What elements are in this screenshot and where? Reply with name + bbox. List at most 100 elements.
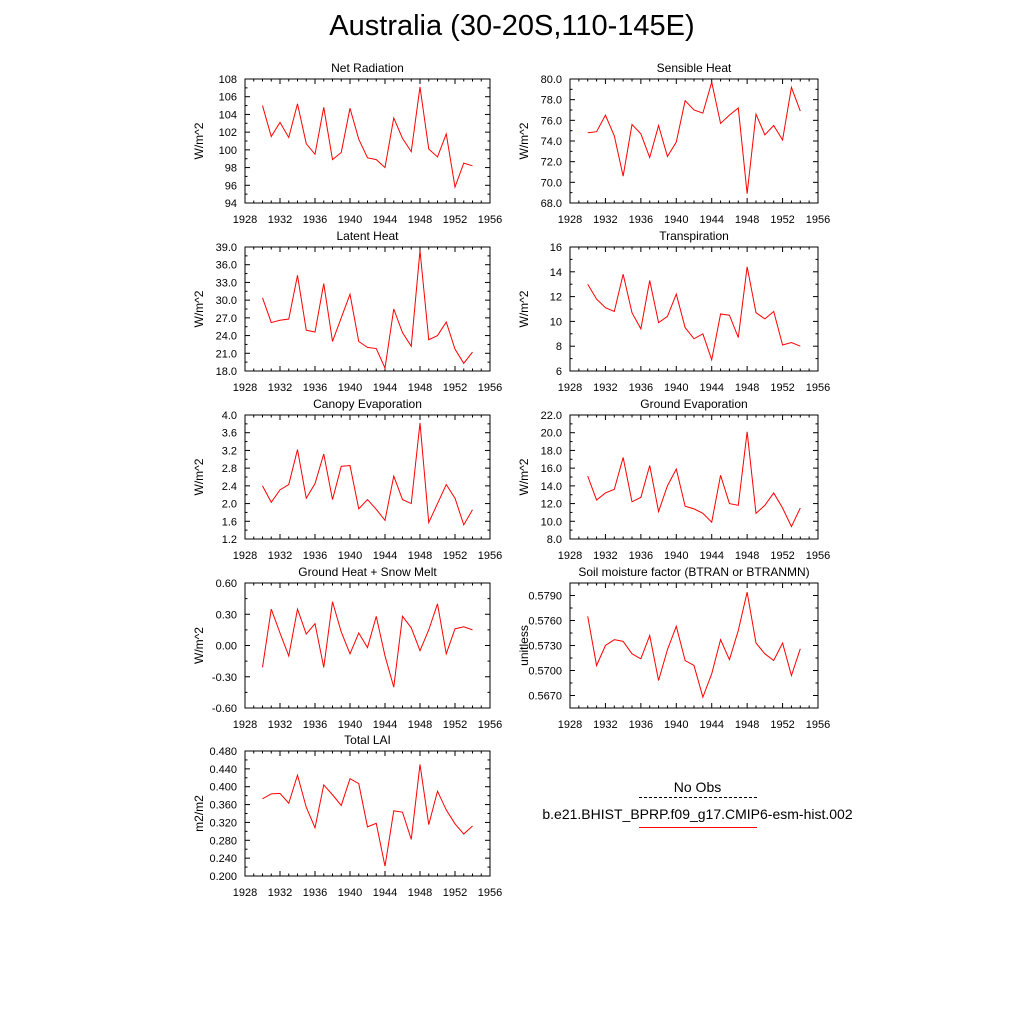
x-tick-label: 1932 — [268, 214, 292, 226]
x-tick-label: 1952 — [770, 382, 794, 394]
x-tick-label: 1944 — [699, 719, 723, 731]
y-tick-label: 78.0 — [541, 95, 562, 107]
x-tick-label: 1940 — [664, 382, 688, 394]
y-tick-label: 98 — [225, 163, 237, 175]
y-axis-label: W/m^2 — [517, 122, 531, 159]
legend-obs-label: No Obs — [673, 779, 722, 795]
y-tick-label: 0.240 — [209, 853, 237, 865]
y-tick-label: 3.6 — [222, 428, 237, 440]
chart-panel-3: Latent Heat W/m^2 1928 1932 1936 1940 1944 1948… — [192, 229, 502, 394]
y-axis-label: W/m^2 — [192, 458, 206, 495]
x-tick-label: 1936 — [303, 719, 327, 731]
x-tick-label: 1952 — [770, 719, 794, 731]
y-tick-label: 2.8 — [222, 463, 237, 475]
y-tick-label: 16.0 — [541, 463, 562, 475]
series-line-model — [587, 431, 801, 528]
chart-panel-1: Net Radiation W/m^2 1928 1932 1936 1940 1944 19… — [192, 61, 502, 226]
y-axis-label: unitless — [517, 625, 531, 666]
x-tick-label: 1944 — [699, 382, 723, 394]
y-tick-label: 10.0 — [541, 516, 562, 528]
chart-title: Ground Evaporation — [640, 397, 747, 411]
x-tick-label: 1944 — [373, 550, 397, 562]
y-tick-label: 104 — [219, 109, 237, 121]
y-tick-label: 0.5700 — [528, 666, 562, 678]
x-tick-label: 1932 — [593, 214, 617, 226]
x-tick-label: 1940 — [338, 719, 362, 731]
x-tick-label: 1936 — [629, 550, 653, 562]
y-axis-label: W/m^2 — [192, 122, 206, 159]
x-tick-label: 1932 — [268, 382, 292, 394]
chart-panel-9: Total LAI m2/m2 1928 1932 1936 1940 1944 1948 19… — [192, 733, 502, 899]
x-tick-label: 1948 — [408, 550, 432, 562]
x-tick-label: 1932 — [593, 550, 617, 562]
x-tick-label: 1956 — [806, 719, 830, 731]
x-tick-label: 1948 — [735, 382, 759, 394]
y-tick-label: 8.0 — [547, 534, 562, 546]
y-tick-label: 24.0 — [216, 331, 237, 343]
y-tick-label: 16 — [550, 242, 562, 254]
x-tick-label: 1956 — [478, 382, 502, 394]
y-tick-label: 80.0 — [541, 74, 562, 86]
y-tick-label: 68.0 — [541, 198, 562, 210]
series-line-model — [262, 250, 473, 370]
y-tick-label: 72.0 — [541, 157, 562, 169]
x-tick-label: 1940 — [338, 214, 362, 226]
x-tick-label: 1948 — [735, 214, 759, 226]
y-tick-label: 1.2 — [222, 534, 237, 546]
x-tick-label: 1932 — [268, 887, 292, 899]
series-line-model — [587, 592, 801, 699]
x-tick-label: 1940 — [338, 382, 362, 394]
plot-frame — [244, 246, 491, 372]
y-tick-label: 102 — [219, 127, 237, 139]
x-tick-label: 1936 — [303, 887, 327, 899]
y-tick-label: 94 — [225, 198, 237, 210]
y-tick-label: 2.0 — [222, 499, 237, 511]
x-tick-label: 1944 — [373, 887, 397, 899]
y-tick-label: 6 — [556, 366, 562, 378]
x-tick-label: 1952 — [770, 214, 794, 226]
x-tick-label: 1956 — [806, 382, 830, 394]
y-tick-label: 0.360 — [209, 800, 237, 812]
y-axis-label: W/m^2 — [192, 290, 206, 327]
x-tick-label: 1948 — [735, 719, 759, 731]
y-tick-label: 22.0 — [541, 410, 562, 422]
x-tick-label: 1952 — [443, 550, 467, 562]
chart-title: Total LAI — [344, 733, 391, 747]
legend-obs-swatch — [638, 797, 757, 798]
plot-frame — [569, 414, 819, 540]
x-tick-label: 1928 — [558, 382, 582, 394]
y-tick-label: 36.0 — [216, 260, 237, 272]
chart-title: Sensible Heat — [657, 61, 732, 75]
y-tick-label: 70.0 — [541, 177, 562, 189]
y-tick-label: 3.2 — [222, 445, 237, 457]
x-tick-label: 1952 — [443, 887, 467, 899]
chart-title: Ground Heat + Snow Melt — [298, 565, 437, 579]
legend-model-swatch — [638, 827, 757, 828]
y-tick-label: -0.60 — [212, 703, 237, 715]
y-tick-label: 18.0 — [216, 366, 237, 378]
x-tick-label: 1952 — [443, 719, 467, 731]
legend-model-label: b.e21.BHIST_BPRP.f09_g17.CMIP6-esm-hist.… — [542, 806, 853, 822]
x-tick-label: 1956 — [478, 214, 502, 226]
y-tick-label: 0.30 — [216, 609, 237, 621]
x-tick-label: 1944 — [373, 214, 397, 226]
y-tick-label: 0.400 — [209, 782, 237, 794]
chart-title: Net Radiation — [331, 61, 404, 75]
y-axis-label: W/m^2 — [517, 458, 531, 495]
y-axis-label: m2/m2 — [192, 795, 206, 832]
series-line-model — [587, 81, 801, 194]
plot-frame — [244, 750, 491, 877]
y-tick-label: 0.5730 — [528, 641, 562, 653]
chart-panel-5: Canopy Evaporation W/m^2 1928 1932 1936 1940 1… — [192, 397, 502, 562]
x-tick-label: 1940 — [338, 550, 362, 562]
chart-title: Latent Heat — [336, 229, 399, 243]
y-tick-label: 12 — [550, 292, 562, 304]
x-tick-label: 1928 — [233, 887, 257, 899]
y-tick-label: 27.0 — [216, 313, 237, 325]
chart-panel-7: Ground Heat + Snow Melt W/m^2 1928 1932 1936… — [192, 565, 502, 731]
x-tick-label: 1944 — [373, 719, 397, 731]
y-tick-label: 74.0 — [541, 136, 562, 148]
y-tick-label: 0.480 — [209, 746, 237, 758]
y-axis-label: W/m^2 — [192, 627, 206, 664]
x-tick-label: 1952 — [770, 550, 794, 562]
